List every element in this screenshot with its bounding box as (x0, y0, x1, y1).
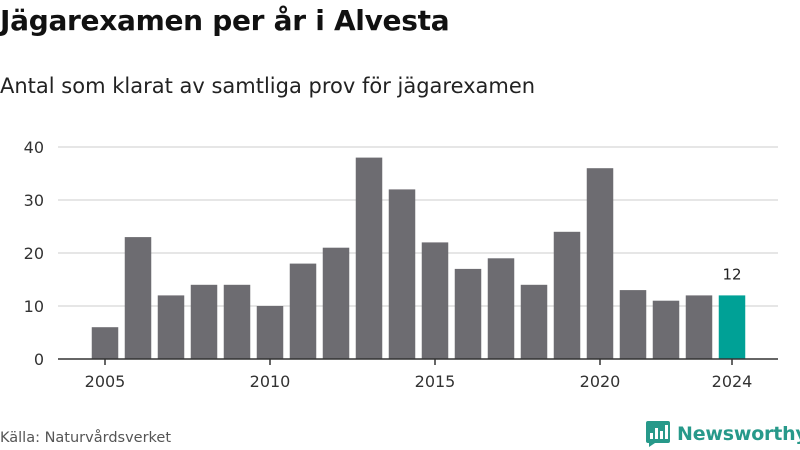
bar-2016 (454, 268, 482, 359)
bar-2020 (586, 168, 614, 359)
bar-2012 (322, 247, 350, 359)
bar-2006 (124, 237, 152, 359)
x-tick-label: 2015 (415, 372, 456, 391)
bar-2022 (652, 300, 680, 359)
y-tick-label: 0 (34, 350, 44, 369)
y-tick-label: 10 (24, 297, 44, 316)
bar-chart: 0 10 20 30 40 2005 2010 2015 2020 2024 12 (24, 138, 778, 391)
bar-2011 (289, 263, 317, 359)
x-tick-label: 2020 (580, 372, 621, 391)
x-tick-label: 2010 (250, 372, 291, 391)
y-tick-label: 20 (24, 244, 44, 263)
bar-2008 (190, 284, 218, 359)
chart-subtitle: Antal som klarat av samtliga prov för jä… (0, 74, 536, 98)
brand-name: Newsworthy (677, 423, 800, 445)
y-tick-label: 30 (24, 191, 44, 210)
bar-2018 (520, 284, 548, 359)
x-tick-label: 2024 (712, 372, 753, 391)
bar-2014 (388, 189, 416, 359)
bar-2024 (718, 295, 746, 359)
bar-2023 (685, 295, 713, 359)
chart-title: Jägarexamen per år i Alvesta (0, 4, 450, 37)
bar-2015 (421, 242, 449, 359)
bar-2007 (157, 295, 185, 359)
bar-chart-speech-bubble-icon (646, 421, 670, 447)
brand-logo: Newsworthy (645, 420, 800, 448)
bar-2010 (256, 306, 284, 359)
source-note: Källa: Naturvårdsverket (0, 430, 172, 446)
bar-2005 (91, 327, 119, 359)
bar-2021 (619, 290, 647, 359)
bar-2019 (553, 231, 581, 359)
data-label-2024: 12 (722, 265, 741, 283)
bar-2013 (355, 157, 383, 359)
y-tick-label: 40 (24, 138, 44, 157)
x-tick-label: 2005 (85, 372, 126, 391)
bar-2017 (487, 258, 515, 359)
bar-2009 (223, 284, 251, 359)
